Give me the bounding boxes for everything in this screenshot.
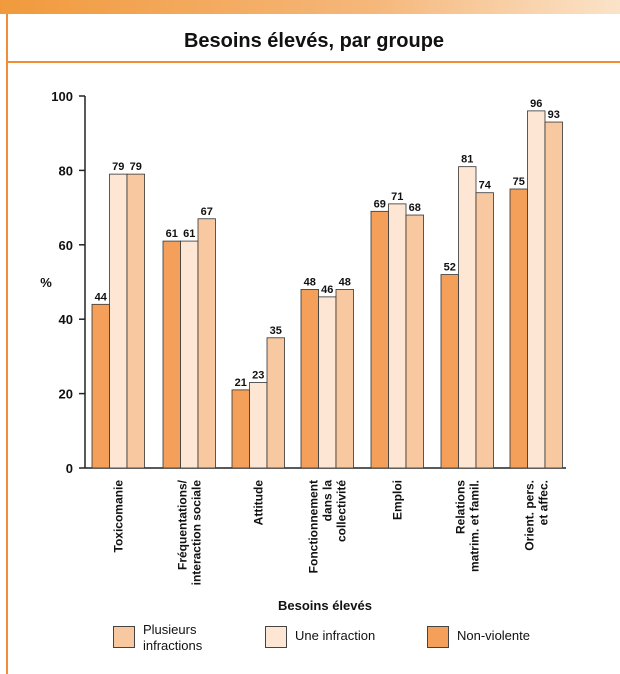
- data-label: 81: [461, 154, 473, 166]
- legend-label-non-violente: Non-violente: [457, 628, 530, 643]
- legend-swatch-non-violente: [427, 626, 449, 648]
- y-tick-label: 80: [59, 163, 73, 178]
- y-tick-label: 0: [66, 461, 73, 476]
- data-label: 75: [513, 176, 525, 188]
- data-label: 93: [548, 109, 560, 121]
- data-label: 71: [391, 191, 403, 203]
- frame-border: [6, 14, 8, 674]
- legend-swatch-plusieurs-infractions: [113, 626, 135, 648]
- y-tick-label: 100: [51, 89, 73, 104]
- data-label: 79: [130, 161, 142, 173]
- data-label: 21: [235, 377, 247, 389]
- data-label: 44: [95, 291, 108, 303]
- data-label: 74: [479, 180, 492, 192]
- bar: [405, 214, 424, 469]
- y-tick-label: 20: [59, 387, 73, 402]
- data-label: 48: [339, 276, 351, 288]
- bar: [440, 274, 459, 469]
- bar: [266, 337, 285, 469]
- bar: [109, 173, 128, 469]
- legend-item-non-violente: Non-violente: [427, 622, 547, 648]
- data-label: 23: [252, 369, 264, 381]
- bar: [162, 240, 181, 469]
- y-axis-title: %: [40, 275, 52, 290]
- bar: [527, 110, 546, 469]
- data-label: 48: [304, 276, 316, 288]
- x-category-label: Toxicomanie: [111, 480, 125, 553]
- bar: [126, 173, 145, 469]
- x-category-label: Orient. pers.et affec.: [522, 480, 550, 551]
- legend-label-une-infraction: Une infraction: [295, 628, 376, 643]
- legend-label-plusieurs-infractions: Plusieurs infractions: [143, 622, 203, 653]
- bar: [475, 192, 494, 469]
- chart-title: Besoins élevés, par groupe: [183, 30, 445, 52]
- data-label: 61: [183, 228, 195, 240]
- data-label: 96: [530, 98, 542, 110]
- bar: [249, 382, 268, 469]
- bar: [180, 240, 199, 469]
- data-label: 35: [270, 325, 282, 337]
- x-category-label: Fonctionnementdans lacollectivité: [306, 480, 348, 574]
- bar: [335, 289, 354, 469]
- y-tick-label: 60: [59, 238, 73, 253]
- bar: [544, 121, 563, 469]
- data-label: 79: [112, 161, 124, 173]
- bar: [370, 210, 389, 469]
- data-label: 52: [444, 262, 456, 274]
- data-label: 46: [321, 284, 333, 296]
- legend-item-une-infraction: Une infraction: [265, 622, 385, 648]
- x-axis-title: Besoins élevés: [278, 598, 372, 613]
- chart-legend: Plusieurs infractions Une infraction Non…: [0, 622, 620, 662]
- bar: [388, 203, 407, 469]
- bar: [231, 389, 250, 469]
- bar-chart: 0 20 40 60 80 100% 44 79 79 Toxicomanie 61 61 67 Fréq…: [40, 89, 566, 613]
- x-category-label: Relationsmatrim. et famil.: [453, 480, 481, 572]
- legend-swatch-une-infraction: [265, 626, 287, 648]
- data-label: 67: [201, 206, 213, 218]
- y-tick-label: 40: [59, 312, 73, 327]
- data-label: 61: [166, 228, 178, 240]
- bar: [91, 303, 110, 469]
- bar: [197, 218, 216, 469]
- bar: [458, 166, 477, 469]
- x-category-label: Emploi: [390, 480, 404, 520]
- title-divider: [8, 61, 620, 63]
- data-label: 68: [409, 202, 421, 214]
- bar: [300, 289, 319, 469]
- x-category-label: Fréquentations/interaction sociale: [175, 479, 203, 585]
- bar: [318, 296, 337, 469]
- data-label: 69: [374, 198, 386, 210]
- legend-item-plusieurs-infractions: Plusieurs infractions: [113, 622, 233, 654]
- header-strip: [0, 0, 620, 14]
- bar: [509, 188, 528, 469]
- x-category-label: Attitude: [251, 480, 265, 526]
